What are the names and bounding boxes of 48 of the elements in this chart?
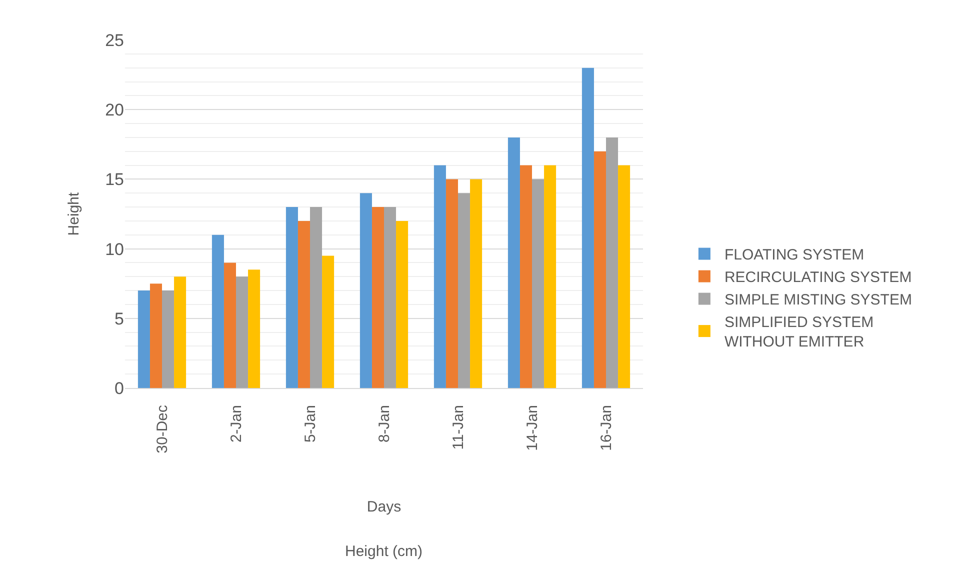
legend-label: SIMPLE MISTING SYSTEM [724,292,912,309]
bar [322,256,334,388]
bar [434,165,446,388]
bar [236,276,248,388]
x-axis-title: Days [366,498,402,516]
y-axis-title: Height [65,191,82,236]
bar [396,220,408,388]
y-tick-label: 10 [105,240,124,259]
y-tick-label: 0 [114,378,124,398]
bar [286,207,298,388]
y-tick-label: 5 [114,309,124,328]
bar [248,270,260,388]
x-tick-label: 8-Jan [376,405,393,443]
bar [360,193,372,388]
bar [162,290,174,388]
y-tick-label: 25 [105,30,124,50]
bar [458,193,470,388]
legend-label: SIMPLIFIED SYSTEM WITHOUT EMITTER [724,314,874,351]
x-tick-label: 11-Jan [450,405,467,450]
bar [174,276,186,388]
y-tick-label: 20 [105,100,124,120]
bar [212,234,224,388]
bar [384,207,396,388]
bar [508,137,520,388]
bar [138,290,150,388]
x-tick-label: 2-Jan [228,405,245,443]
bar [150,284,162,388]
bar [594,151,606,388]
x-tick-label: 5-Jan [302,405,319,443]
bar [372,207,384,388]
bar [446,179,458,388]
bar [532,179,544,388]
text: Height (cm) [345,543,423,560]
legend-label: FLOATING SYSTEM [724,246,864,264]
bar [520,165,532,388]
y-tick-label: 15 [105,170,124,190]
bar [618,165,630,388]
bar [544,165,556,388]
x-tick-label: 30-Dec [154,404,171,454]
x-tick-label: 14-Jan [524,405,541,451]
bar [224,262,236,388]
legend-label: RECIRCULATING SYSTEM [724,269,912,286]
bar [310,207,322,388]
bar [582,68,594,388]
x-tick-label: 16-Jan [598,405,615,451]
bar [470,179,482,388]
bar [606,137,618,388]
bar [298,220,310,388]
